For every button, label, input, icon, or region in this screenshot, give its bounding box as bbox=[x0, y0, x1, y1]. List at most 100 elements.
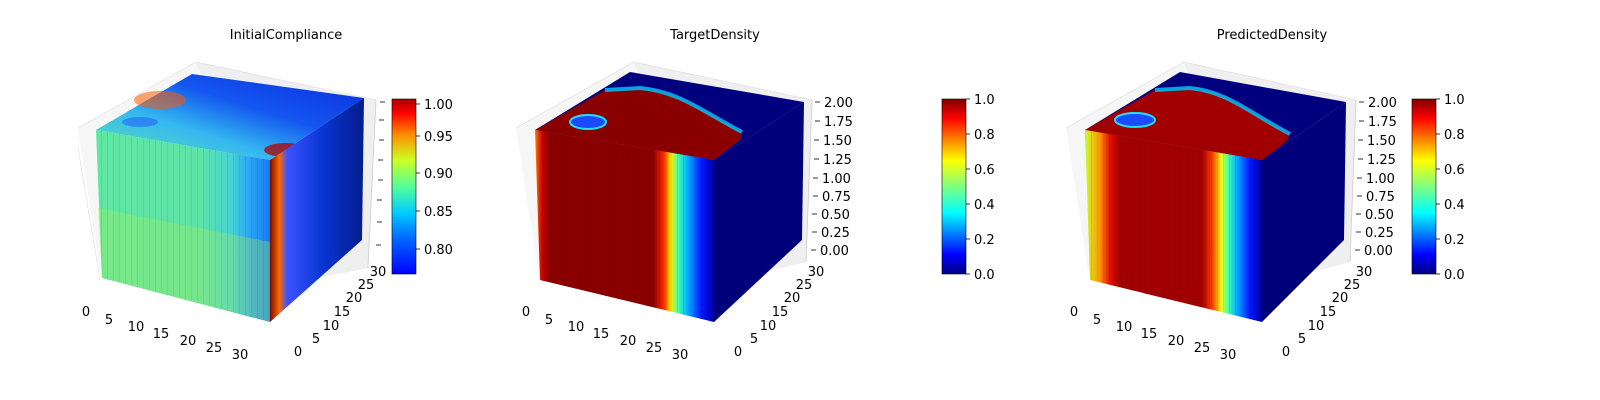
y-tick-label: 15 bbox=[772, 305, 789, 320]
colorbar-tick-label: 0.2 bbox=[974, 233, 995, 248]
y-tick-label: 10 bbox=[323, 319, 340, 334]
z-tick-label: 0.25 bbox=[1365, 226, 1394, 241]
x-axis-3: 0 5 10 15 20 25 30 bbox=[1070, 305, 1236, 363]
x-tick-label: 15 bbox=[1141, 327, 1158, 342]
y-axis-3: 0 5 10 15 20 25 30 bbox=[1282, 265, 1372, 360]
panel-initial-compliance: InitialCompliance bbox=[77, 28, 453, 363]
colorbar-tick-label: 0.2 bbox=[1444, 233, 1465, 248]
solid-edge-top-2 bbox=[604, 85, 743, 134]
colorbar-tick-label: 1.00 bbox=[424, 98, 453, 113]
colorbar-tick-label: 1.0 bbox=[974, 93, 995, 108]
x-tick-label: 0 bbox=[82, 305, 90, 320]
z-axis-2: 2.00 1.75 1.50 1.25 1.00 0.75 0.50 0.25 … bbox=[805, 96, 853, 263]
y-tick-label: 15 bbox=[1320, 305, 1337, 320]
y-tick-label: 0 bbox=[734, 345, 742, 360]
x-tick-label: 0 bbox=[522, 305, 530, 320]
colorbar-gradient-2 bbox=[941, 98, 967, 275]
x-tick-label: 20 bbox=[1168, 334, 1185, 349]
y-tick-label: 20 bbox=[784, 291, 801, 306]
y-axis-2: 0 5 10 15 20 25 30 bbox=[734, 265, 824, 360]
colorbar-1: 0.80 0.85 0.90 0.95 1.00 bbox=[391, 98, 453, 275]
y-tick-label: 0 bbox=[294, 345, 302, 360]
colorbar-tick-label: 0.8 bbox=[974, 128, 995, 143]
voxel-cube-3 bbox=[1085, 72, 1346, 322]
title-predicted-density: PredictedDensity bbox=[1217, 28, 1328, 43]
y-tick-label: 20 bbox=[1332, 291, 1349, 306]
panel-predicted-density: PredictedDensity bbox=[1065, 28, 1465, 363]
y-tick-label: 10 bbox=[760, 319, 777, 334]
z-tick-label: 1.50 bbox=[823, 134, 852, 149]
colorbar-tick-label: 0.85 bbox=[424, 205, 453, 220]
y-tick-label: 5 bbox=[1298, 332, 1306, 347]
z-tick-label: 2.00 bbox=[1368, 96, 1397, 111]
z-tick-label: 1.25 bbox=[1367, 153, 1396, 168]
colorbar-3: 0.0 0.2 0.4 0.6 0.8 1.0 bbox=[1411, 93, 1465, 283]
colorbar-tick-label: 0.0 bbox=[974, 268, 995, 283]
y-tick-label: 20 bbox=[346, 291, 363, 306]
cube-side-face-3 bbox=[1262, 102, 1346, 322]
x-tick-label: 5 bbox=[1093, 313, 1101, 328]
panel-target-density: TargetDensity bbox=[515, 28, 995, 363]
x-tick-label: 20 bbox=[180, 334, 197, 349]
x-tick-label: 10 bbox=[1116, 320, 1133, 335]
z-tick-label: 0.75 bbox=[822, 190, 851, 205]
colorbar-tick-label: 0.4 bbox=[1444, 198, 1465, 213]
x-tick-label: 0 bbox=[1070, 305, 1078, 320]
y-tick-label: 30 bbox=[808, 265, 825, 280]
void-hole-3 bbox=[1114, 112, 1156, 128]
x-tick-label: 30 bbox=[1220, 348, 1237, 363]
z-tick-label: 1.75 bbox=[824, 115, 853, 130]
title-initial-compliance: InitialCompliance bbox=[230, 28, 343, 43]
void-hole-2 bbox=[569, 114, 607, 130]
voxel-cube-1 bbox=[96, 74, 364, 322]
colorbar-tick-label: 0.4 bbox=[974, 198, 995, 213]
colorbar-tick-label: 0.0 bbox=[1444, 268, 1465, 283]
z-tick-label: 0.50 bbox=[1365, 208, 1394, 223]
x-axis-2: 0 5 10 15 20 25 30 bbox=[522, 305, 688, 363]
colorbar-tick-label: 0.8 bbox=[1444, 128, 1465, 143]
x-tick-label: 15 bbox=[153, 327, 170, 342]
x-tick-label: 10 bbox=[128, 320, 145, 335]
colorbar-tick-label: 0.6 bbox=[974, 163, 995, 178]
solid-region-top-2 bbox=[535, 88, 742, 160]
x-tick-label: 20 bbox=[620, 334, 637, 349]
top-hotspot-3 bbox=[122, 117, 158, 127]
cube-side-face-2 bbox=[714, 102, 804, 322]
y-tick-label: 10 bbox=[1308, 319, 1325, 334]
y-tick-label: 0 bbox=[1282, 345, 1290, 360]
y-tick-label: 5 bbox=[750, 332, 758, 347]
z-tick-label: 0.00 bbox=[1364, 244, 1393, 259]
voxel-cube-2 bbox=[535, 72, 804, 322]
x-tick-label: 25 bbox=[206, 341, 223, 356]
z-tick-label: 1.75 bbox=[1368, 115, 1397, 130]
z-tick-label: 0.25 bbox=[821, 226, 850, 241]
z-axis-3: 2.00 1.75 1.50 1.25 1.00 0.75 0.50 0.25 … bbox=[1349, 96, 1397, 263]
z-tick-label: 0.50 bbox=[821, 208, 850, 223]
z-tick-label: 1.25 bbox=[823, 153, 852, 168]
y-tick-label: 25 bbox=[1344, 278, 1361, 293]
y-tick-label: 30 bbox=[370, 265, 387, 280]
colorbar-2: 0.0 0.2 0.4 0.6 0.8 1.0 bbox=[941, 93, 995, 283]
title-target-density: TargetDensity bbox=[669, 28, 760, 43]
cube-side-face-1 bbox=[270, 98, 364, 322]
colorbar-gradient-1 bbox=[391, 98, 417, 275]
colorbar-gradient-3 bbox=[1411, 98, 1437, 275]
z-tick-label: 1.00 bbox=[1366, 172, 1395, 187]
x-tick-label: 25 bbox=[1194, 341, 1211, 356]
solid-edge-top-3 bbox=[1154, 85, 1291, 136]
x-tick-label: 30 bbox=[232, 348, 249, 363]
z-tick-label: 0.00 bbox=[820, 244, 849, 259]
x-tick-label: 30 bbox=[672, 348, 689, 363]
z-tick-label: 1.00 bbox=[822, 172, 851, 187]
y-tick-label: 15 bbox=[334, 305, 351, 320]
z-tick-label: 1.50 bbox=[1367, 134, 1396, 149]
z-tick-label: 0.75 bbox=[1366, 190, 1395, 205]
x-tick-label: 10 bbox=[568, 320, 585, 335]
y-tick-label: 5 bbox=[312, 332, 320, 347]
colorbar-tick-label: 0.80 bbox=[424, 243, 453, 258]
colorbar-tick-label: 0.95 bbox=[424, 130, 453, 145]
y-axis-1: 0 5 10 15 20 25 30 bbox=[294, 265, 386, 360]
top-hotspot-1 bbox=[134, 91, 186, 109]
x-tick-label: 25 bbox=[646, 341, 663, 356]
x-axis-1: 0 5 10 15 20 25 30 bbox=[82, 305, 248, 363]
